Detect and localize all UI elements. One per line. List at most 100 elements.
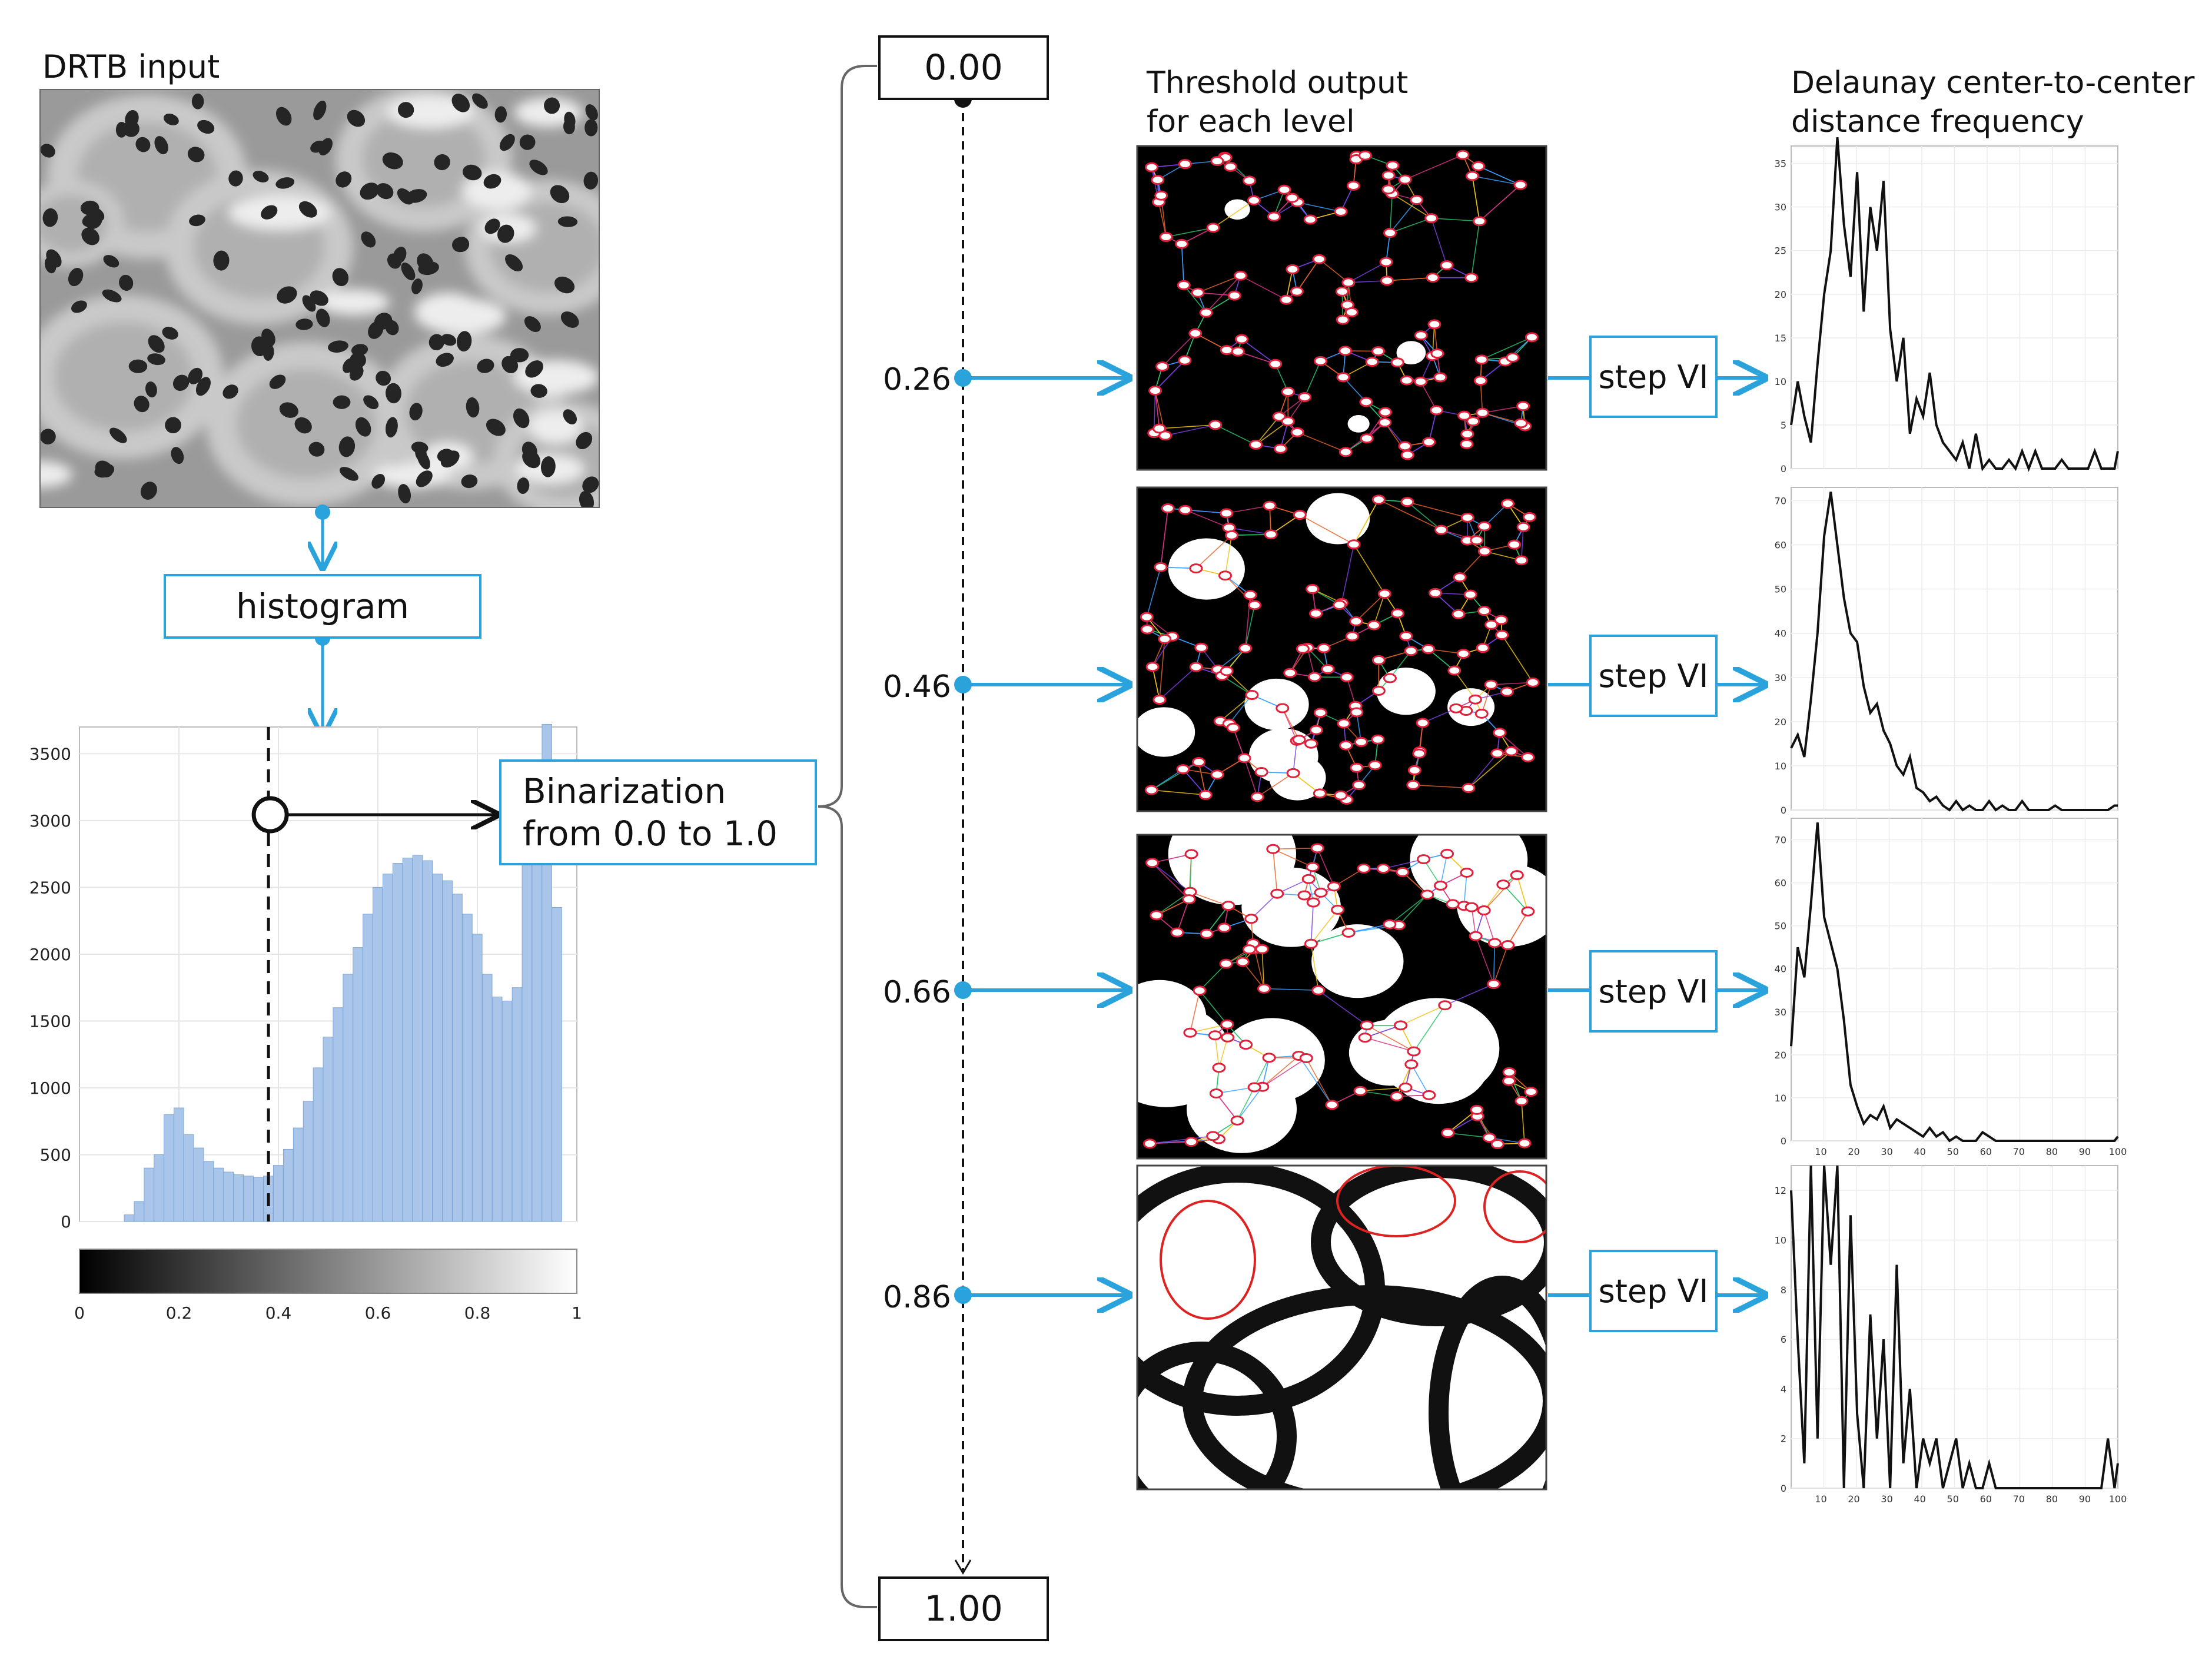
x-tick-label: 80: [2046, 1146, 2058, 1157]
delaunay-edge: [1256, 421, 1288, 446]
nucleus-dot: [494, 106, 507, 123]
delaunay-edge: [1151, 862, 1190, 900]
nucleus-center: [1510, 870, 1524, 881]
nucleus-dot: [197, 120, 215, 134]
nucleus-center: [1501, 499, 1515, 509]
nucleus-center: [1235, 957, 1250, 967]
nucleus-center: [1494, 615, 1508, 625]
distance-frequency-chart: 0 2 4 6 8 10 12 10 20 30 40 50 60 70 80 90 100: [1775, 1165, 2127, 1505]
nucleus-center: [1158, 430, 1173, 441]
nucleus-dot: [385, 320, 399, 336]
threshold-output-panel: [1136, 145, 1547, 471]
delaunay-edge: [1389, 650, 1411, 679]
x-tick-label: 20: [1848, 1146, 1859, 1157]
nucleus-center: [1234, 334, 1248, 344]
nucleus-dot: [560, 311, 579, 328]
panel-frame: [1136, 145, 1547, 471]
nucleus-center: [1206, 223, 1220, 233]
nucleus-center: [1521, 752, 1535, 762]
nucleus-center: [1371, 685, 1386, 696]
step-label-3: step VI: [1598, 1272, 1709, 1310]
nucleus-center: [1493, 728, 1507, 738]
delaunay-edge: [1447, 1132, 1490, 1138]
nucleus-center: [1381, 184, 1396, 195]
delaunay-edge: [1160, 508, 1169, 567]
nucleus-dot: [148, 335, 165, 353]
x-tick-label: 100: [2109, 1146, 2127, 1157]
nucleus-center: [1502, 1076, 1516, 1086]
nucleus-center: [1257, 983, 1271, 994]
delaunay-edge: [1398, 894, 1428, 926]
nucleus-center: [1490, 748, 1504, 759]
level-label-2: 0.66: [883, 975, 951, 1010]
nucleus-center: [1422, 437, 1436, 447]
nucleus-dot: [162, 327, 178, 340]
nucleus-center: [1304, 938, 1318, 949]
nucleus-dot: [294, 417, 312, 434]
nucleus-center: [1270, 888, 1284, 899]
histogram-bar: [373, 887, 383, 1222]
nucleus-center: [1383, 673, 1397, 683]
nucleus-center: [1337, 718, 1351, 729]
histogram-bar: [203, 1161, 214, 1222]
nucleus-center: [1360, 433, 1374, 444]
nucleus-center: [1514, 555, 1529, 566]
nucleus-center: [1495, 630, 1509, 640]
level-dot[interactable]: [954, 981, 972, 999]
nucleus-dot: [387, 253, 401, 269]
nucleus-dot: [94, 463, 115, 478]
delaunay-edge: [1472, 175, 1480, 221]
histogram-bar: [462, 914, 473, 1222]
delaunay-edge: [1391, 193, 1432, 219]
delaunay-edge: [1310, 944, 1319, 991]
x-tick-label: 50: [1947, 1146, 1959, 1157]
nucleus-center: [1242, 944, 1256, 955]
nucleus-dot: [583, 171, 599, 190]
delaunay-header-line1: Delaunay center-to-center: [1791, 65, 2195, 101]
histogram-bar: [363, 914, 373, 1222]
nucleus-dot: [477, 359, 494, 373]
nucleus-center: [1381, 170, 1396, 181]
y-tick-label: 2500: [29, 878, 71, 897]
nucleus-center: [1476, 643, 1490, 653]
delaunay-edge: [1373, 593, 1385, 626]
nucleus-center: [1183, 1027, 1197, 1038]
delaunay-edge: [1304, 360, 1321, 397]
nucleus-center: [1310, 843, 1324, 854]
nucleus-center: [1376, 864, 1390, 874]
histogram-bar: [522, 860, 533, 1222]
delaunay-edge: [1407, 502, 1442, 530]
level-dot[interactable]: [954, 1286, 972, 1304]
distance-frequency-chart: 0 5 10 15 20 25 30 35: [1775, 137, 2119, 474]
nucleus-dot: [517, 477, 530, 494]
nucleus-center: [1378, 417, 1392, 428]
delaunay-edge: [1413, 1005, 1446, 1052]
delaunay-edge: [1228, 527, 1271, 535]
nucleus-center: [1267, 211, 1281, 222]
level-dot[interactable]: [954, 676, 972, 693]
nucleus-center: [1410, 195, 1424, 205]
frequency-series-line: [1790, 137, 2119, 472]
nucleus-center: [1200, 928, 1214, 939]
threshold-header-line2: for each level: [1147, 104, 1355, 140]
nucleus-center: [1434, 525, 1449, 535]
histogram-bar: [183, 1134, 194, 1222]
y-tick-label: 25: [1775, 245, 1786, 257]
x-tick-label: 50: [1947, 1493, 1959, 1505]
nucleus-center: [1414, 330, 1428, 341]
nucleus-center: [1189, 662, 1203, 672]
level-dot[interactable]: [954, 369, 972, 387]
x-tick-label: 80: [2046, 1493, 2058, 1505]
nucleus-center: [1184, 1137, 1198, 1147]
histogram-bar: [164, 1114, 174, 1222]
y-tick-label: 60: [1775, 540, 1786, 551]
nucleus-dot: [336, 171, 352, 188]
threshold-handle[interactable]: [251, 796, 289, 834]
nucleus-dot: [398, 484, 411, 504]
nucleus-dot: [313, 100, 327, 121]
nucleus-center: [1390, 608, 1404, 619]
nucleus-center: [1428, 587, 1442, 598]
nucleus-center: [1273, 443, 1287, 454]
nucleus-center: [1175, 238, 1189, 249]
nucleus-center: [1285, 192, 1299, 203]
